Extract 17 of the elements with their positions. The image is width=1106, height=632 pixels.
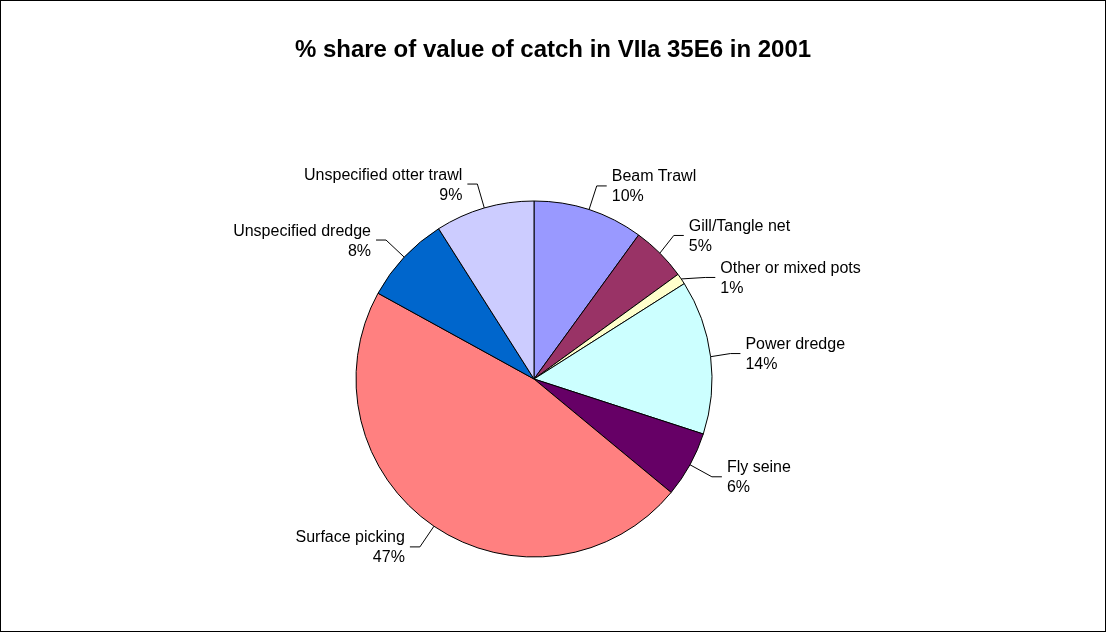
data-label: 1% [720,278,744,296]
slice-label: Fly seine [726,458,792,476]
slice-label: Gill/Tangle net [688,216,791,234]
slice-label: Beam Trawl [611,167,697,185]
data-label: 10% [611,187,644,205]
slice-label: Power dredge [745,335,846,353]
slice-label: Other or mixed pots [720,258,861,276]
data-label: 14% [745,355,778,373]
data-label: 8% [347,241,372,259]
data-label: 9% [439,185,463,203]
slice-label: Surface picking [295,528,405,546]
slice-label: Unspecified dredge [233,221,372,239]
slice-label: Unspecified otter trawl [304,165,463,183]
data-label: 5% [688,236,712,254]
data-label: 6% [726,478,751,496]
data-label: 47% [372,548,405,566]
chart-title: % share of value of catch in VIIa 35E6 in 2001 [294,34,812,62]
